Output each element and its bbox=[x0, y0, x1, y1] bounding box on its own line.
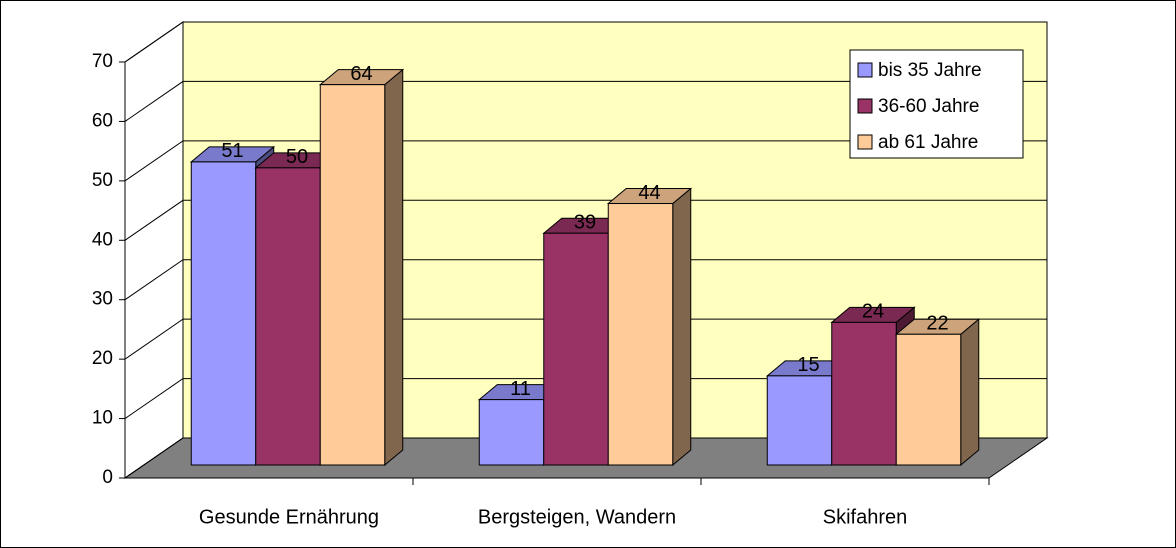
grid-line bbox=[124, 259, 1047, 301]
legend-swatch bbox=[857, 62, 873, 78]
grid-line bbox=[124, 21, 1047, 63]
x-tick-label: Bergsteigen, Wandern bbox=[478, 506, 676, 528]
y-tick-label: 10 bbox=[92, 408, 113, 429]
bar bbox=[543, 232, 609, 466]
side-wall bbox=[124, 21, 184, 479]
y-tick-label: 40 bbox=[92, 229, 113, 250]
bar bbox=[607, 203, 674, 466]
bar bbox=[895, 333, 962, 466]
grid-line bbox=[124, 140, 1047, 182]
bar bbox=[319, 84, 386, 466]
y-tick-label: 60 bbox=[92, 110, 113, 131]
legend-label: bis 35 Jahre bbox=[878, 60, 982, 81]
bar-side bbox=[960, 318, 980, 467]
value-label: 15 bbox=[797, 354, 819, 376]
value-label: 11 bbox=[510, 378, 531, 400]
legend-label: ab 61 Jahre bbox=[878, 132, 978, 153]
grid-line bbox=[124, 80, 1047, 122]
value-label: 50 bbox=[286, 146, 308, 168]
y-tick-label: 70 bbox=[92, 51, 113, 72]
x-tick-label: Skifahren bbox=[823, 506, 908, 528]
legend-label: 36-60 Jahre bbox=[878, 96, 979, 117]
legend-swatch bbox=[857, 98, 873, 114]
bar bbox=[190, 161, 257, 466]
legend-box bbox=[849, 49, 1024, 159]
y-tick-label: 30 bbox=[92, 289, 113, 310]
grid-line bbox=[124, 199, 1047, 241]
grid-line bbox=[124, 437, 1047, 479]
value-label: 22 bbox=[926, 313, 948, 335]
y-tick-label: 0 bbox=[102, 467, 113, 488]
y-tick-label: 50 bbox=[92, 170, 113, 191]
value-label: 51 bbox=[221, 140, 243, 162]
value-label: 64 bbox=[350, 63, 372, 85]
value-label: 24 bbox=[862, 301, 884, 323]
value-label: 44 bbox=[638, 182, 660, 204]
bar bbox=[831, 321, 897, 466]
bar-side bbox=[384, 68, 404, 467]
value-label: 39 bbox=[574, 212, 596, 234]
bar bbox=[255, 167, 321, 466]
bar-side bbox=[672, 187, 692, 467]
legend-swatch bbox=[857, 134, 873, 150]
x-tick-label: Gesunde Ernährung bbox=[199, 506, 379, 528]
bar bbox=[478, 399, 545, 466]
grid-line bbox=[124, 318, 1047, 360]
grid-line bbox=[124, 378, 1047, 419]
y-tick-label: 20 bbox=[92, 348, 113, 369]
bar bbox=[766, 375, 833, 466]
